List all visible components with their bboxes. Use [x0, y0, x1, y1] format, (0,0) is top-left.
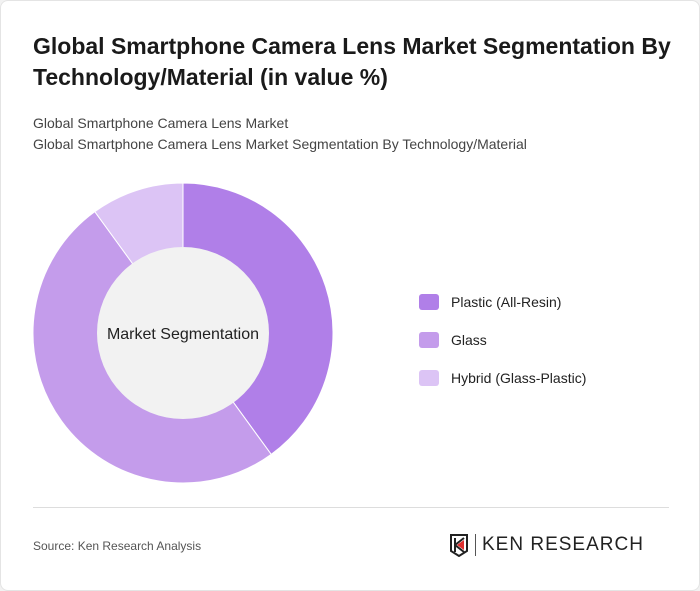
logo-text: KEN RESEARCH: [475, 534, 644, 556]
chart-title: Global Smartphone Camera Lens Market Seg…: [33, 33, 671, 90]
legend-label: Hybrid (Glass-Plastic): [451, 370, 587, 386]
subtitle-2: Global Smartphone Camera Lens Market Seg…: [33, 136, 527, 152]
legend-swatch: [419, 370, 439, 386]
center-label: Market Segmentation: [107, 326, 259, 343]
legend-label: Plastic (All-Resin): [451, 294, 562, 310]
subtitle-1: Global Smartphone Camera Lens Market: [33, 115, 289, 131]
logo-shield-icon: [450, 534, 468, 557]
legend-item[interactable]: Glass: [419, 321, 586, 359]
donut-hole: [97, 247, 269, 419]
legend-swatch: [419, 294, 439, 310]
legend-item[interactable]: Plastic (All-Resin): [419, 283, 586, 321]
source-note: Source: Ken Research Analysis: [33, 539, 202, 553]
legend: Plastic (All-Resin) Glass Hybrid (Glass-…: [419, 283, 586, 397]
donut-chart: Market Segmentation: [32, 182, 334, 484]
ken-research-logo: KEN RESEARCH: [449, 533, 644, 557]
divider: [33, 507, 669, 508]
legend-swatch: [419, 332, 439, 348]
legend-label: Glass: [451, 332, 487, 348]
legend-item[interactable]: Hybrid (Glass-Plastic): [419, 359, 586, 397]
